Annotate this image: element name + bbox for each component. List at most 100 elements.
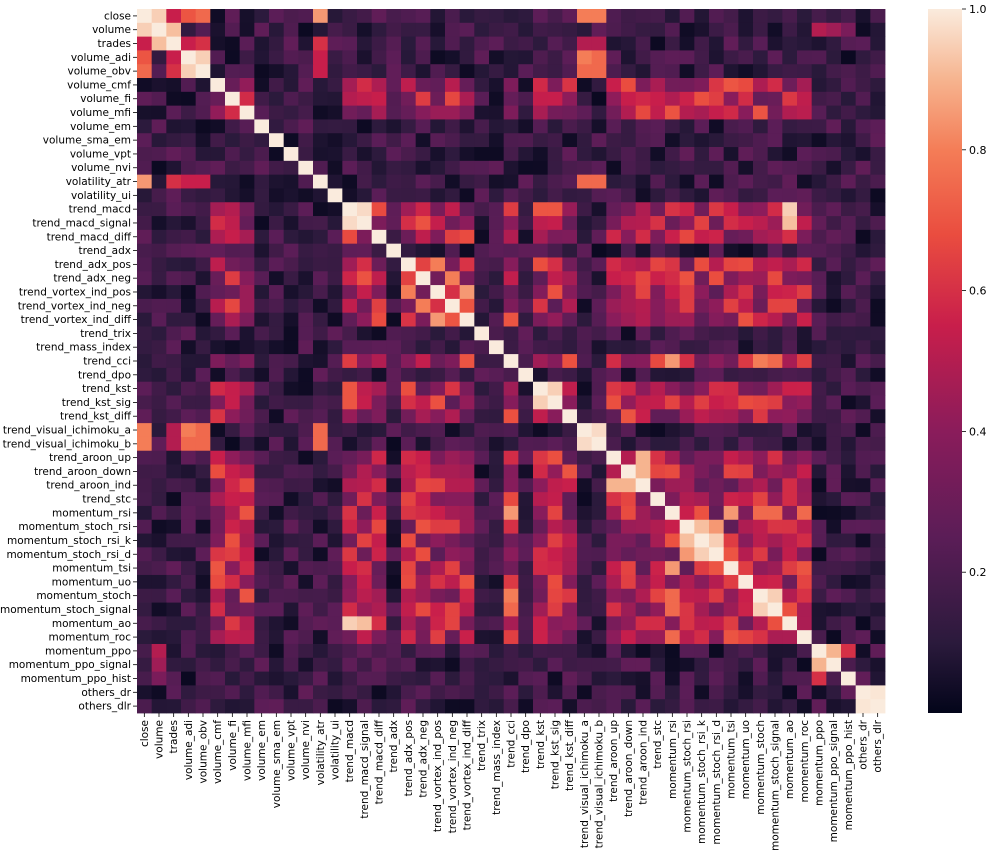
heatmap-cell bbox=[254, 354, 270, 369]
heatmap-cell bbox=[665, 409, 681, 424]
heatmap-cell bbox=[650, 450, 666, 465]
heatmap-cell bbox=[562, 91, 578, 107]
colorbar-gradient bbox=[928, 9, 962, 713]
heatmap-cell bbox=[518, 602, 534, 617]
heatmap-cell bbox=[753, 340, 769, 355]
heatmap-cell bbox=[386, 271, 402, 286]
heatmap-cell bbox=[298, 561, 314, 576]
heatmap-cell bbox=[811, 685, 827, 700]
heatmap-cell bbox=[357, 257, 373, 272]
heatmap-cell bbox=[841, 78, 857, 93]
heatmap-cell bbox=[371, 91, 387, 107]
heatmap-cell bbox=[606, 91, 622, 107]
heatmap-cell bbox=[474, 243, 490, 258]
heatmap-cell bbox=[679, 395, 695, 410]
heatmap-cell bbox=[298, 699, 314, 714]
heatmap-cell bbox=[195, 202, 211, 217]
heatmap-cell bbox=[210, 699, 226, 714]
heatmap-cell bbox=[474, 671, 490, 686]
heatmap-cell bbox=[357, 91, 373, 107]
heatmap-cell bbox=[371, 381, 387, 396]
heatmap-cell bbox=[166, 685, 182, 700]
heatmap-cell bbox=[239, 699, 255, 714]
heatmap-cell bbox=[811, 50, 827, 65]
heatmap-cell bbox=[767, 216, 783, 231]
heatmap-cell bbox=[489, 133, 505, 148]
heatmap-cell bbox=[533, 381, 549, 396]
heatmap-cell bbox=[723, 340, 739, 355]
heatmap-cell bbox=[650, 298, 666, 314]
heatmap-cell bbox=[518, 519, 534, 534]
heatmap-cell bbox=[855, 630, 871, 645]
heatmap-cell bbox=[430, 202, 446, 217]
heatmap-cell bbox=[591, 243, 607, 258]
heatmap-cell bbox=[327, 202, 343, 217]
heatmap-cell bbox=[577, 395, 593, 410]
heatmap-cell bbox=[415, 519, 431, 534]
heatmap-cell bbox=[797, 464, 813, 479]
heatmap-cell bbox=[166, 22, 182, 37]
heatmap-cell bbox=[151, 298, 167, 314]
heatmap-cell bbox=[269, 423, 285, 438]
heatmap-cell bbox=[445, 354, 461, 369]
heatmap-cell bbox=[694, 547, 710, 562]
heatmap-cell bbox=[313, 464, 329, 479]
heatmap-cell bbox=[151, 160, 167, 176]
heatmap-cell bbox=[562, 271, 578, 286]
heatmap-cell bbox=[518, 50, 534, 65]
heatmap-cell bbox=[635, 547, 651, 562]
heatmap-cell bbox=[679, 478, 695, 493]
heatmap-cell bbox=[738, 630, 754, 645]
heatmap-cell bbox=[195, 216, 211, 231]
heatmap-cell bbox=[401, 630, 417, 645]
heatmap-cell bbox=[723, 464, 739, 479]
heatmap-cell bbox=[533, 312, 549, 327]
heatmap-cell bbox=[210, 478, 226, 493]
heatmap-cell bbox=[797, 478, 813, 493]
heatmap-cell bbox=[151, 64, 167, 79]
heatmap-cell bbox=[650, 561, 666, 576]
heatmap-cell bbox=[239, 547, 255, 562]
heatmap-cell bbox=[694, 519, 710, 534]
heatmap-cell bbox=[283, 630, 299, 645]
heatmap-cell bbox=[855, 119, 871, 134]
heatmap-cell bbox=[665, 9, 681, 24]
heatmap-cell bbox=[298, 340, 314, 355]
heatmap-cell bbox=[606, 36, 622, 51]
heatmap-cell bbox=[533, 602, 549, 617]
heatmap-cell bbox=[445, 36, 461, 51]
heatmap-cell bbox=[738, 519, 754, 534]
heatmap-cell bbox=[313, 160, 329, 176]
heatmap-cell bbox=[459, 340, 475, 355]
heatmap-cell bbox=[709, 643, 725, 659]
heatmap-cell bbox=[870, 395, 886, 410]
heatmap-cell bbox=[415, 147, 431, 162]
heatmap-cell bbox=[474, 64, 490, 79]
heatmap-cell bbox=[606, 271, 622, 286]
heatmap-cell bbox=[591, 657, 607, 672]
heatmap-cell bbox=[694, 561, 710, 576]
heatmap-cell bbox=[327, 354, 343, 369]
heatmap-cell bbox=[562, 50, 578, 65]
heatmap-cell bbox=[650, 105, 666, 120]
heatmap-cell bbox=[415, 188, 431, 203]
heatmap-cell bbox=[621, 561, 637, 576]
heatmap-cell bbox=[870, 326, 886, 341]
heatmap-cell bbox=[841, 340, 857, 355]
heatmap-cell bbox=[738, 188, 754, 203]
heatmap-cell bbox=[445, 285, 461, 300]
heatmap-cell bbox=[474, 147, 490, 162]
heatmap-cell bbox=[811, 367, 827, 383]
heatmap-cell bbox=[811, 478, 827, 493]
heatmap-cell bbox=[547, 340, 563, 355]
heatmap-cell bbox=[342, 547, 358, 562]
heatmap-cell bbox=[489, 616, 505, 631]
heatmap-cell bbox=[503, 464, 519, 479]
x-tick-label: momentum_tsi bbox=[726, 720, 738, 799]
heatmap-cell bbox=[841, 492, 857, 507]
y-tick-label: momentum_stoch_signal bbox=[0, 604, 131, 616]
heatmap-cell bbox=[694, 574, 710, 590]
heatmap-cell bbox=[166, 561, 182, 576]
heatmap-cell bbox=[445, 409, 461, 424]
heatmap-cell bbox=[239, 492, 255, 507]
